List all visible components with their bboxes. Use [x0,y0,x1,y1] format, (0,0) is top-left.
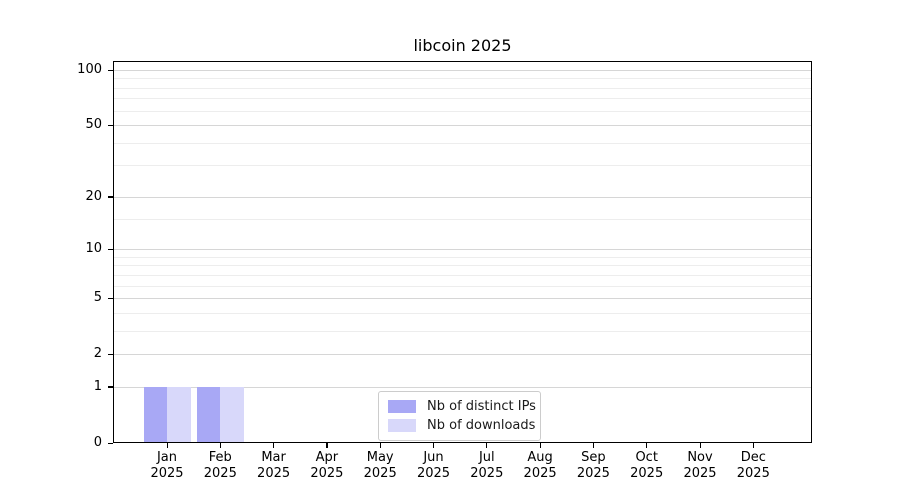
y-axis-tick [108,386,113,388]
x-axis-tick-label: Jun 2025 [416,450,451,481]
bar-downloads [220,386,244,443]
x-axis-tick [273,443,275,448]
gridline-minor [113,87,812,89]
y-axis-tick-label: 0 [93,435,102,450]
y-axis-tick-label: 100 [77,62,102,77]
x-axis-tick [752,443,754,448]
x-axis-tick-label: May 2025 [363,450,397,481]
gridline-major [113,70,812,71]
gridline-minor [113,274,812,276]
x-axis-tick-label: Dec 2025 [736,450,770,481]
x-axis-tick-label: Sep 2025 [576,450,610,481]
gridline-minor [113,110,812,112]
x-axis-tick [699,443,701,448]
y-axis-tick-label: 2 [93,346,102,362]
gridline-minor [113,285,812,287]
bar-distinct-ips [143,386,167,443]
gridline-major [113,125,812,127]
bar-distinct-ips [196,386,221,443]
x-axis-tick-label: Mar 2025 [257,450,291,481]
legend-item: Nb of distinct IPs [388,397,536,416]
x-axis-tick [592,443,595,448]
y-axis-tick [108,297,113,299]
x-axis-tick-label: Apr 2025 [310,450,344,481]
y-axis-tick-label: 5 [93,290,102,306]
x-axis-tick [646,443,648,448]
y-axis-tick [108,69,113,71]
y-axis-tick [108,196,113,198]
y-axis-tick-label: 10 [85,241,102,257]
gridline-major [113,386,812,388]
gridline-minor [113,312,812,314]
x-axis-tick-label: Aug 2025 [523,450,557,481]
y-axis-tick [108,353,113,355]
x-axis-tick-label: Feb 2025 [203,450,237,481]
legend-swatch-downloads [388,419,416,432]
x-axis-tick [326,443,328,448]
legend: Nb of distinct IPs Nb of downloads [378,391,541,441]
gridline-minor [113,78,812,80]
bar-downloads [167,386,191,443]
chart-title: libcoin 2025 [413,36,512,55]
gridline-minor [113,330,812,332]
x-axis-tick [166,443,168,448]
x-axis-tick [433,443,435,448]
gridline-minor [113,142,812,144]
y-axis-tick [108,442,113,444]
x-axis-tick [379,443,381,448]
y-axis-tick [108,248,113,250]
gridline-major [113,354,812,356]
legend-label: Nb of downloads [427,418,536,433]
x-axis-tick [486,443,488,448]
x-axis-tick-label: Jan 2025 [150,450,184,481]
y-axis-tick [108,124,113,126]
gridline-major [113,249,812,251]
gridline-minor [113,256,812,258]
gridline-minor [113,98,812,100]
gridline-major [113,298,812,300]
gridline-minor [113,218,812,220]
gridline-major [113,196,812,198]
legend-swatch-distinct-ips [388,400,416,413]
legend-label: Nb of distinct IPs [427,399,536,414]
plot-area: Nb of distinct IPs Nb of downloads [113,61,812,443]
x-axis-tick [219,443,221,448]
y-axis-tick-label: 1 [93,378,102,394]
gridline-minor [113,265,812,267]
y-axis-tick-label: 50 [85,117,102,133]
y-axis-tick-label: 20 [85,188,102,204]
x-axis-tick-label: Jul 2025 [470,450,504,481]
x-axis-tick-label: Oct 2025 [630,450,664,481]
legend-item: Nb of downloads [388,416,536,435]
x-axis-tick [539,443,541,448]
gridline-minor [113,165,812,167]
x-axis-tick-label: Nov 2025 [683,450,717,481]
